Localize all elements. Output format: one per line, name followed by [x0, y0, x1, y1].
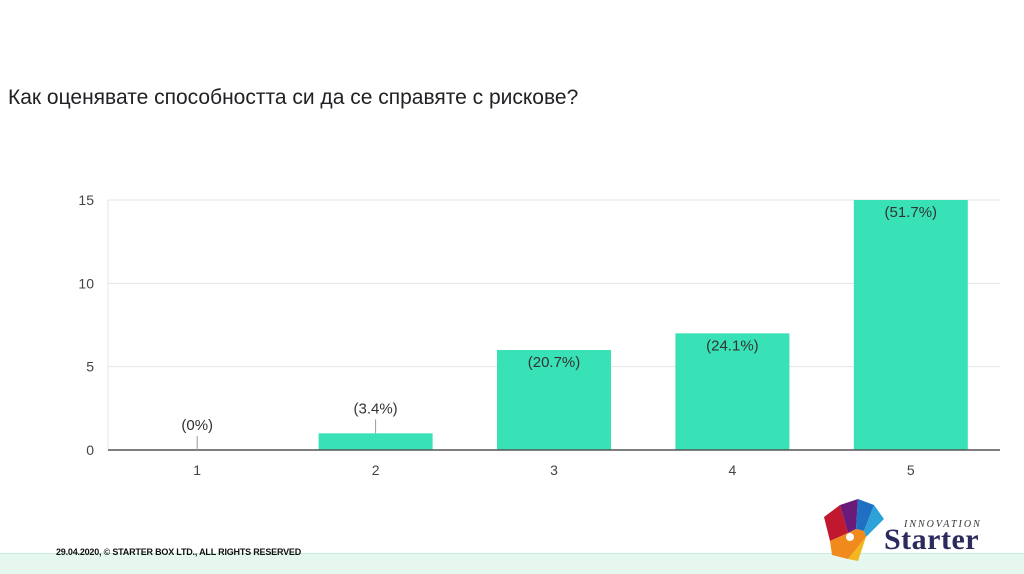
x-tick-label: 5 — [907, 462, 915, 478]
y-tick-label: 0 — [86, 442, 94, 458]
data-label: (3.4%) — [354, 400, 398, 417]
chart-data-labels: (0%) (3.4%) (20.7%) (24.1%) (51.7%) — [181, 204, 937, 450]
y-tick-label: 10 — [78, 275, 94, 291]
bar-3 — [497, 350, 611, 450]
y-tick-label: 5 — [86, 359, 94, 375]
chart-axes: 0 5 10 15 1 2 3 4 5 — [78, 192, 1000, 478]
footer-band — [0, 553, 1024, 574]
logo-tagline: INNOVATION — [904, 519, 982, 530]
bar-2 — [318, 433, 433, 450]
x-tick-label: 4 — [729, 462, 737, 478]
data-label: (20.7%) — [528, 354, 581, 371]
x-tick-label: 2 — [372, 462, 380, 478]
chart-bars — [318, 200, 968, 450]
question-title: Как оценявате способността си да се спра… — [8, 86, 579, 109]
bar-5 — [853, 200, 968, 450]
starter-box-icon — [824, 499, 884, 561]
logo-wordmark: Starter — [884, 523, 980, 556]
x-tick-label: 1 — [193, 462, 201, 478]
bar-4 — [675, 333, 790, 450]
copyright-footer: 29.04.2020, © STARTER BOX LTD., ALL RIGH… — [56, 547, 301, 557]
data-label: (51.7%) — [885, 204, 938, 221]
data-label: (24.1%) — [706, 337, 759, 354]
x-tick-label: 3 — [550, 462, 558, 478]
y-tick-label: 15 — [78, 192, 94, 208]
data-label: (0%) — [181, 417, 213, 434]
bar-chart: 0 5 10 15 1 2 3 4 5 (0%) (3.4%) (20.7%) (24.1%) (51.… — [78, 192, 1000, 478]
